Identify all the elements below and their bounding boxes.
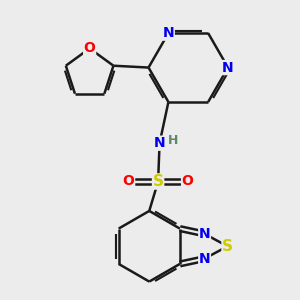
Text: S: S bbox=[222, 239, 233, 254]
Text: N: N bbox=[222, 61, 234, 75]
Text: N: N bbox=[199, 227, 210, 241]
Text: O: O bbox=[84, 41, 96, 56]
Text: S: S bbox=[153, 174, 164, 189]
Text: N: N bbox=[163, 26, 174, 40]
Text: O: O bbox=[182, 175, 194, 188]
Text: H: H bbox=[168, 134, 178, 147]
Text: O: O bbox=[123, 175, 135, 188]
Text: N: N bbox=[154, 136, 165, 150]
Text: N: N bbox=[199, 252, 210, 266]
